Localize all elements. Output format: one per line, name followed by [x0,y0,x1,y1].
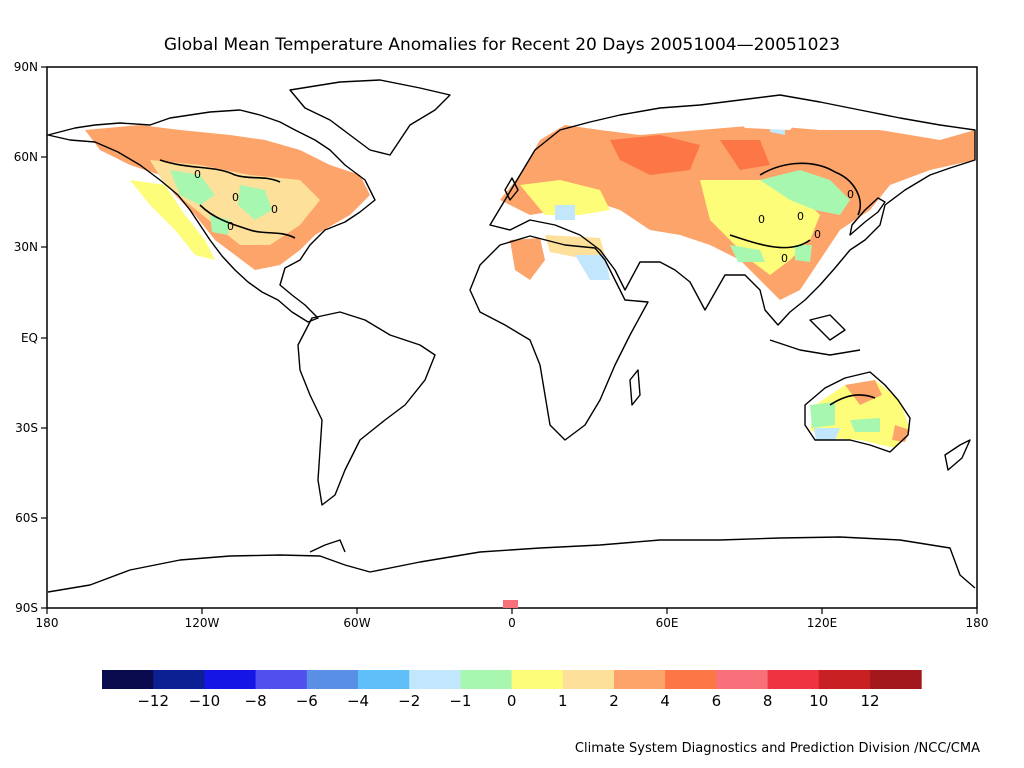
legend-swatch [358,670,410,689]
lat-label: 30S [15,421,38,435]
legend-swatch [716,670,769,689]
legend-label: 1 [558,692,568,710]
shade-eurasia-cool [730,170,850,262]
coast-new-zealand [944,439,971,471]
legend-swatch [870,670,922,689]
coast-south-america [297,311,436,506]
coast-north-america [47,109,376,323]
lon-label: 60W [343,616,370,630]
lon-label: 120W [185,616,220,630]
coast-eurasia [489,94,976,326]
lon-label: 60E [656,616,679,630]
legend-swatch [767,670,820,689]
shade-antarctica-spot [503,600,518,608]
contour-eurasia [729,162,861,249]
shade-middle-east-cool [575,255,610,280]
contour-label: 0 [271,203,278,216]
legend-label: −4 [347,692,369,710]
legend-label: 12 [860,692,879,710]
lat-label: 90N [14,60,38,74]
longitude-axis: 180 120W 60W 0 60E 120E 180 [36,616,989,630]
legend-swatch [409,670,461,689]
legend-swatch [818,670,871,689]
color-legend: −12 −10 −8 −6 −4 −2 −1 0 1 2 4 6 8 10 12 [102,670,922,710]
coast-japan [849,197,886,236]
legend-label: 6 [712,692,722,710]
legend-label: 10 [809,692,828,710]
shade-australia-cold [814,428,840,440]
coast-australia [804,371,911,453]
latitude-axis: 90N 60N 30N EQ 30S 60S 90S [14,60,38,615]
coast-madagascar [629,369,641,406]
legend-label: 8 [763,692,773,710]
legend-swatch [665,670,717,689]
anomaly-shading [85,108,975,608]
legend-swatch [562,670,615,689]
contour-label: 0 [814,228,821,241]
shade-australia-cool [810,402,880,432]
coast-greenland [289,79,451,156]
contour-label: 0 [781,252,788,265]
lat-label: 60N [14,150,38,164]
credit-line: Climate System Diagnostics and Predictio… [575,741,980,756]
legend-swatch [614,670,666,689]
legend-label: −12 [137,692,169,710]
shade-north-africa-warm [510,238,545,280]
contour-label: 0 [194,168,201,181]
contour-australia [829,394,876,406]
coast-africa [469,235,649,441]
legend-swatch [511,670,564,689]
coast-indonesia [769,314,861,356]
lon-label: 180 [966,616,989,630]
legend-swatch [102,670,154,689]
axis-ticks [41,66,978,614]
legend-label: 0 [507,692,517,710]
legend-label: −2 [398,692,420,710]
shade-siberia-blank [730,108,905,132]
contour-label: 0 [847,188,854,201]
lat-label: 30N [14,240,38,254]
legend-swatch [255,670,308,689]
legend-label: −8 [245,692,267,710]
contour-label: 0 [227,220,234,233]
coastlines [47,79,976,593]
lat-label: EQ [21,331,38,345]
legend-swatch [153,670,205,689]
contour-labels: 0 0 0 0 0 0 0 0 0 [194,168,854,265]
chart-title: Global Mean Temperature Anomalies for Re… [164,35,840,55]
legend-label: −6 [296,692,318,710]
legend-label: 4 [660,692,670,710]
coast-antarctica [47,536,976,593]
lon-label: 120E [807,616,838,630]
legend-label: −1 [449,692,471,710]
legend-swatch [306,670,359,689]
lat-label: 90S [15,601,38,615]
lon-label: 180 [36,616,59,630]
contour-north-america [159,159,296,239]
shade-eurasia-hot [610,135,770,175]
zero-contours [159,159,876,406]
lat-label: 60S [15,511,38,525]
coast-antarctic-peninsula [309,539,346,553]
legend-label: −10 [189,692,221,710]
map-panel: 0 0 0 0 0 0 0 0 0 [14,60,989,630]
legend-swatch [460,670,513,689]
shade-north-america-cool [170,170,272,235]
lon-label: 0 [508,616,516,630]
legend-swatch [204,670,257,689]
coast-uk [504,177,519,201]
contour-label: 0 [232,191,239,204]
contour-label: 0 [797,210,804,223]
shade-north-america-neutral [130,180,215,260]
legend-label: 2 [609,692,619,710]
contour-label: 0 [758,213,765,226]
